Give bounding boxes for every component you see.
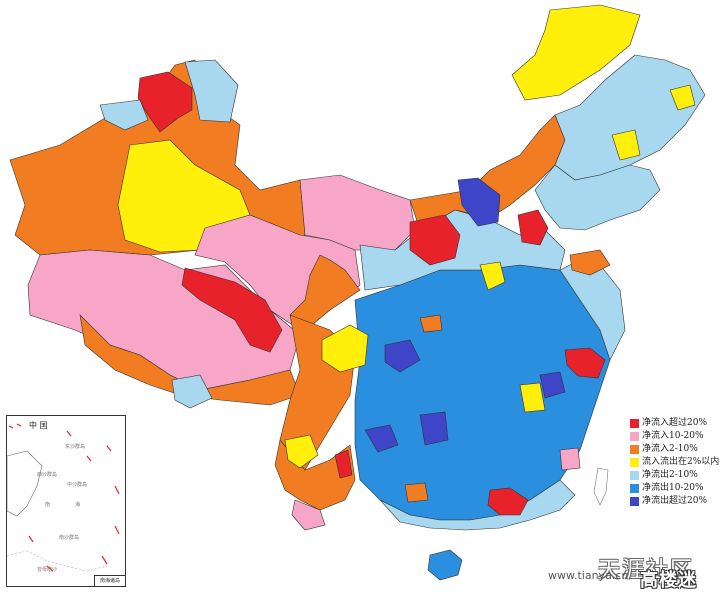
inset-title: 中 国 xyxy=(29,421,48,430)
legend-swatch xyxy=(630,471,639,480)
region-sichuan-yellow xyxy=(321,324,369,373)
watermark-logo: 高楼迷 xyxy=(640,570,697,591)
watermark-url: www.tianya.cn xyxy=(548,569,629,582)
region-yellow-central xyxy=(479,261,506,291)
legend-item: 净流入2-10% xyxy=(630,443,725,456)
region-dark-blue-3 xyxy=(419,411,449,446)
legend-item: 净流出2-10% xyxy=(630,469,725,482)
region-beijing-red xyxy=(517,209,549,246)
region-orange-central xyxy=(419,314,443,333)
legend-item: 流入流出在2%以内 xyxy=(630,456,725,469)
legend-label: 净流出2-10% xyxy=(642,470,698,480)
region-ordos-red xyxy=(409,214,461,266)
map-accents xyxy=(171,84,696,516)
region-lightblue-tibet-east xyxy=(171,374,213,409)
legend-swatch xyxy=(630,484,639,493)
south-china-sea-inset: 中 国 东沙群岛 西沙群岛 中沙群岛 南 海 南沙群岛 曾母暗沙 南海诸岛 xyxy=(6,415,126,587)
legend-item: 净流出10-20% xyxy=(630,482,725,495)
region-south xyxy=(379,479,576,531)
region-yunnan xyxy=(274,439,356,511)
region-shanghai-red xyxy=(564,347,606,379)
region-dark-blue-1 xyxy=(384,339,421,373)
inset-label: 海 xyxy=(75,502,81,508)
legend-swatch xyxy=(630,432,639,441)
region-central-east-blue xyxy=(354,264,611,521)
legend-item: 净流出超过20% xyxy=(630,495,725,508)
region-dark-blue-2 xyxy=(364,424,399,453)
region-pink-fujian xyxy=(559,447,581,471)
legend-label: 净流入10-20% xyxy=(642,431,704,441)
legend-swatch xyxy=(630,497,639,506)
region-jilin-liaoning xyxy=(534,164,661,231)
legend-item: 净流入超过20% xyxy=(630,417,725,430)
inset-label: 南沙群岛 xyxy=(59,535,80,541)
inset-label: 中沙群岛 xyxy=(67,482,88,488)
region-guangdong-red xyxy=(487,487,529,516)
region-orange-guangxi xyxy=(404,482,429,503)
legend-label: 净流入超过20% xyxy=(642,418,708,428)
legend-label: 净流入2-10% xyxy=(642,444,698,454)
region-yili-blue xyxy=(99,99,149,131)
legend-swatch xyxy=(630,419,639,428)
legend-label: 净流出10-20% xyxy=(642,483,704,493)
region-haixi-red xyxy=(181,267,283,353)
legend-label: 流入流出在2%以内 xyxy=(642,457,720,467)
inset-label: 曾母暗沙 xyxy=(37,567,58,573)
inset-label: 东沙群岛 xyxy=(65,444,86,450)
region-inner-mongolia-west xyxy=(299,174,416,251)
region-gansu xyxy=(289,254,361,336)
region-yellow-ne-2 xyxy=(669,84,696,111)
region-yunnan-yellow xyxy=(284,434,319,469)
legend-swatch xyxy=(630,445,639,454)
legend-item: 净流入10-20% xyxy=(630,430,725,443)
region-dark-blue-4 xyxy=(539,371,566,399)
region-orange-shandong xyxy=(569,249,611,276)
map-regions xyxy=(9,4,706,581)
legend-label: 净流出超过20% xyxy=(642,496,708,506)
inset-label: 西沙群岛 xyxy=(37,472,58,478)
region-yunnan-south xyxy=(291,499,326,531)
region-yellow-ne xyxy=(611,129,641,161)
region-north-xinjiang-blue xyxy=(184,59,239,123)
region-taiwan xyxy=(593,467,609,506)
inset-label: 南 xyxy=(45,502,51,508)
region-hainan xyxy=(427,549,463,581)
region-yunnan-red xyxy=(334,449,353,479)
inset-box-label: 南海诸岛 xyxy=(94,575,125,586)
inset-map xyxy=(7,423,120,572)
region-daxinganling xyxy=(511,4,641,101)
region-xilingol-blue xyxy=(457,177,501,227)
watermark-site-name: 天涯社区 xyxy=(598,558,695,583)
map-legend: 净流入超过20% 净流入10-20% 净流入2-10% 流入流出在2%以内 净流… xyxy=(630,417,725,508)
region-yellow-coast xyxy=(519,382,546,413)
legend-swatch xyxy=(630,458,639,467)
